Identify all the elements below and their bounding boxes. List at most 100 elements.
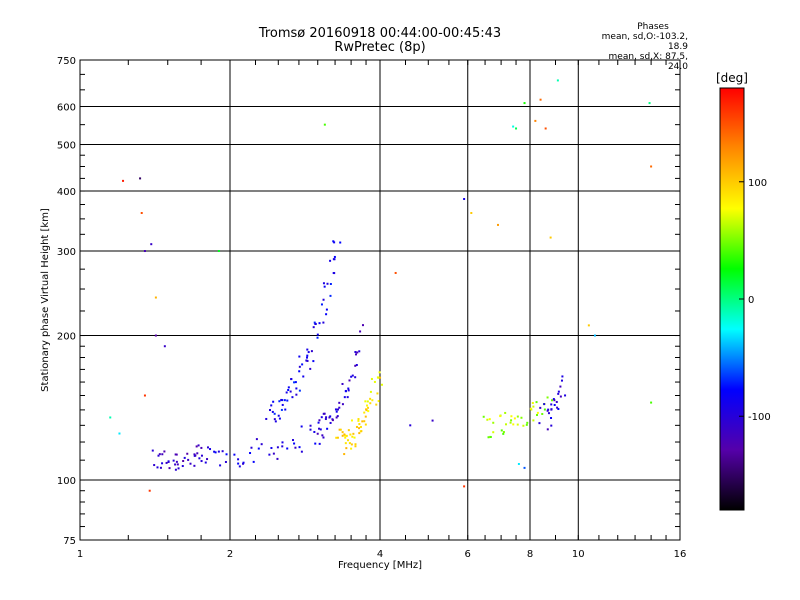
trace-point [344,436,347,439]
trace-point [346,396,349,399]
trace-point [347,429,350,432]
trace-point [350,443,353,446]
colorbar-unit-label: [deg] [716,71,748,85]
trace-point [489,436,492,439]
scatter-point [163,345,166,348]
trace-point [252,460,255,463]
trace-point [380,383,383,386]
trace-point [343,433,346,436]
trace-point [375,403,378,406]
trace-point [217,450,220,453]
trace-point [322,321,325,324]
trace-point [343,453,346,456]
trace-point [193,453,196,456]
trace-point [358,423,361,426]
trace-point [339,241,342,244]
x-tick-label: 10 [572,549,585,560]
trace-point [318,442,321,445]
phase-colorbar: 100 0 -100 [719,87,771,511]
trace-point [505,423,508,426]
scatter-point [122,179,125,182]
trace-point [300,450,303,453]
trace-point [328,416,331,419]
trace-point [286,399,289,402]
x-tick-label: 2 [227,549,233,560]
trace-point [341,382,344,385]
trace-point [306,354,309,357]
trace-point [289,390,292,393]
trace-point [550,424,553,427]
trace-point [541,412,544,415]
trace-point [151,449,154,452]
scatter-point [217,250,220,253]
trace-point [281,399,284,402]
trace-point [348,379,351,382]
trace-point [502,432,505,435]
trace-point [345,447,348,450]
trace-point [363,420,366,423]
trace-point [551,399,554,402]
trace-point [526,421,529,424]
trace-point [347,439,350,442]
trace-point [352,432,355,435]
trace-point [329,259,332,262]
trace-point [206,446,209,449]
trace-point [329,421,332,424]
trace-point [181,465,184,468]
trace-point [287,388,290,391]
trace-point [557,390,560,393]
scatter-point [463,485,466,488]
trace-point [249,452,252,455]
trace-point [272,452,275,455]
colorbar-tick-label: -100 [748,412,771,423]
trace-point [281,445,284,448]
trace-point [354,364,357,367]
trace-point [531,401,534,404]
scatter-point [648,102,651,105]
trace-point [322,412,325,415]
trace-point [338,406,341,409]
trace-point [326,427,329,430]
trace-point [167,460,170,463]
y-tick-label: 200 [57,332,76,343]
trace-point [538,422,541,425]
trace-point [200,460,203,463]
trace-point [161,453,164,456]
trace-point [309,367,312,370]
trace-point [306,359,309,362]
trace-point [502,431,505,434]
trace-point [348,442,351,445]
trace-point [370,377,373,380]
trace-point [516,415,519,418]
trace-point [553,403,556,406]
trace-point [366,404,369,407]
trace-point [535,401,538,404]
x-tick-label: 6 [465,549,471,560]
scatter-point [394,271,397,274]
trace-point [492,421,495,424]
trace-point [359,330,362,333]
y-axis-label: Stationary phase Virtual Height [km] [40,208,51,392]
trace-point [321,434,324,437]
trace-point [224,460,227,463]
trace-point [329,294,332,297]
chart-subtitle: RwPretec (8p) [334,40,426,55]
scatter-point [587,324,590,327]
trace-point [512,423,515,426]
trace-point [325,308,328,311]
scatter-point [512,125,515,128]
axis-ticks: 1 2 4 6 8 10 16 75 100 200 300 400 500 600 750 [57,56,686,560]
scatter-point [556,79,559,82]
trace-point [175,453,178,456]
scatter-point [409,424,412,427]
trace-point [333,255,336,258]
trace-point [357,419,360,422]
trace-point [221,450,224,453]
trace-point [510,415,513,418]
trace-point [175,460,178,463]
trace-point [371,399,374,402]
trace-point [324,418,327,421]
trace-point [547,408,550,411]
trace-point [322,298,325,301]
trace-point [339,428,342,431]
